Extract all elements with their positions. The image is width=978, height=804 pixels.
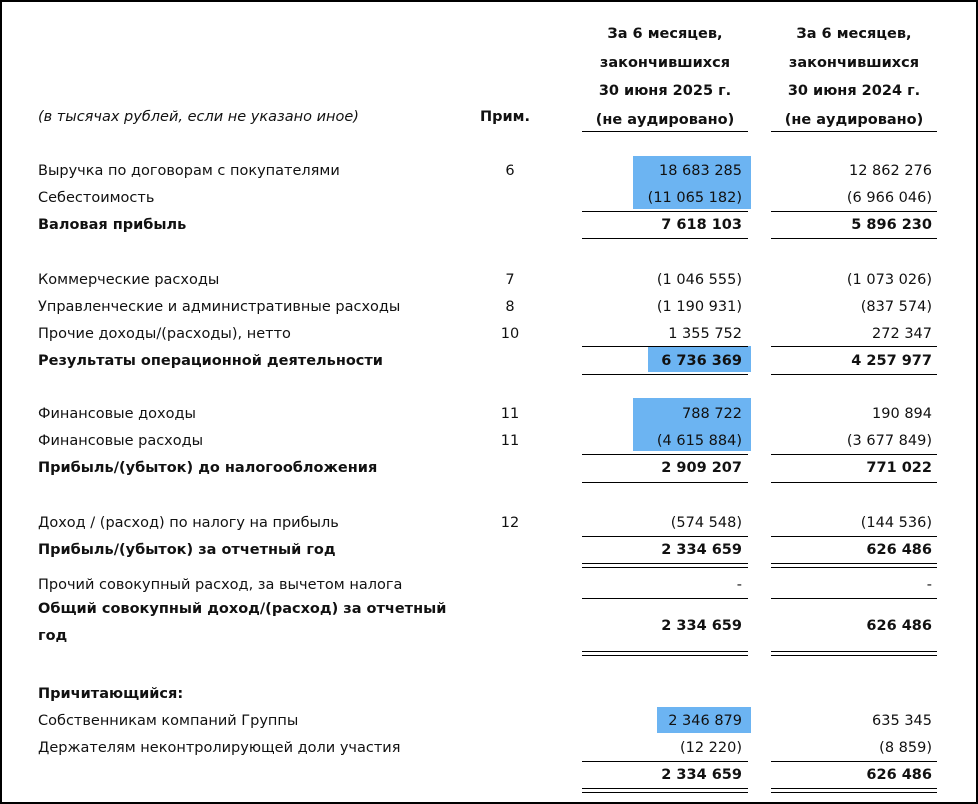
double-rule-profit-2024-a <box>771 563 937 564</box>
nci-2024: (8 859) <box>879 740 932 756</box>
rule-above-gross-2024 <box>771 211 937 212</box>
rule-below-operating-2024 <box>771 374 937 375</box>
row-note-revenue: 6 <box>505 163 515 179</box>
rule-above-profit-2024 <box>771 536 937 537</box>
row-label-tci-line1: Общий совокупный доход/(расход) за отчет… <box>38 601 447 617</box>
operating-2025: 6 736 369 <box>661 353 742 369</box>
selling-2025: (1 046 555) <box>656 272 742 288</box>
other-2025: 1 355 752 <box>668 326 742 342</box>
row-note-admin: 8 <box>505 299 515 315</box>
fin-costs-2025: (4 615 884) <box>656 433 742 449</box>
fin-costs-2024: (3 677 849) <box>846 433 932 449</box>
rule-above-total <box>582 761 748 762</box>
units-note: (в тысячах рублей, если не указано иное) <box>38 109 359 125</box>
profit-2024: 626 486 <box>866 542 932 558</box>
row-label-revenue: Выручка по договорам с покупателями <box>38 163 340 179</box>
owners-2025: 2 346 879 <box>668 713 742 729</box>
rule-below-pbt-2024 <box>771 482 937 483</box>
double-rule-total-2024-b <box>771 792 937 793</box>
gross-2025: 7 618 103 <box>661 217 742 233</box>
cost-2024: (6 966 046) <box>846 190 932 206</box>
row-label-attributable: Причитающийся: <box>38 686 184 702</box>
row-label-nci: Держателям неконтролирующей доли участия <box>38 740 401 756</box>
row-label-admin: Управленческие и административные расход… <box>38 299 401 315</box>
tax-2025: (574 548) <box>670 515 742 531</box>
tci-2025: 2 334 659 <box>661 618 742 634</box>
double-rule-total-2024-a <box>771 788 937 789</box>
rule-below-operating <box>582 374 748 375</box>
row-note-tax: 12 <box>500 515 520 531</box>
row-label-other: Прочие доходы/(расходы), нетто <box>38 326 291 342</box>
row-label-oci: Прочий совокупный расход, за вычетом нал… <box>38 577 403 593</box>
double-rule-total-a <box>582 788 748 789</box>
highlight-revenue-cost <box>633 156 751 209</box>
header-underline-2025 <box>582 131 748 132</box>
column-header-2024: За 6 месяцев, закончившихся 30 июня 2024… <box>784 26 924 128</box>
row-label-gross: Валовая прибыль <box>38 217 187 233</box>
row-label-owners: Собственникам компаний Группы <box>38 713 299 729</box>
oci-2024: - <box>926 577 932 593</box>
rule-above-gross <box>582 211 748 212</box>
row-label-fin-costs: Финансовые расходы <box>38 433 204 449</box>
admin-2024: (837 574) <box>860 299 932 315</box>
double-rule-tci-b <box>582 655 748 656</box>
fin-income-2025: 788 722 <box>682 406 742 422</box>
highlight-owners <box>657 707 751 733</box>
tci-2024: 626 486 <box>866 618 932 634</box>
rule-above-operating-2024 <box>771 346 937 347</box>
rule-below-pbt <box>582 482 748 483</box>
row-note-fin-costs: 11 <box>500 433 520 449</box>
row-note-fin-income: 11 <box>500 406 520 422</box>
row-label-selling: Коммерческие расходы <box>38 272 220 288</box>
rule-above-profit <box>582 536 748 537</box>
column-header-2025: За 6 месяцев, закончившихся 30 июня 2025… <box>595 26 735 128</box>
gross-2024: 5 896 230 <box>851 217 932 233</box>
owners-2024: 635 345 <box>872 713 932 729</box>
revenue-2025: 18 683 285 <box>658 163 742 179</box>
row-label-operating: Результаты операционной деятельности <box>38 353 383 369</box>
other-2024: 272 347 <box>872 326 932 342</box>
rule-below-gross <box>582 238 748 239</box>
rule-below-gross-2024 <box>771 238 937 239</box>
double-rule-tci-2024-b <box>771 655 937 656</box>
total-2024: 626 486 <box>866 767 932 783</box>
revenue-2024: 12 862 276 <box>848 163 932 179</box>
pbt-2025: 2 909 207 <box>661 460 742 476</box>
row-label-fin-income: Финансовые доходы <box>38 406 196 422</box>
rule-above-pbt <box>582 454 748 455</box>
rule-above-tci <box>582 598 748 599</box>
tax-2024: (144 536) <box>860 515 932 531</box>
double-rule-profit-a <box>582 563 748 564</box>
highlight-operating <box>648 346 751 372</box>
cost-2025: (11 065 182) <box>647 190 742 206</box>
row-label-cost: Себестоимость <box>38 190 155 206</box>
fin-income-2024: 190 894 <box>872 406 932 422</box>
row-label-pbt: Прибыль/(убыток) до налогообложения <box>38 460 378 476</box>
row-label-tax: Доход / (расход) по налогу на прибыль <box>38 515 339 531</box>
double-rule-profit-2024-b <box>771 567 937 568</box>
row-note-selling: 7 <box>505 272 515 288</box>
rule-above-tci-2024 <box>771 598 937 599</box>
double-rule-profit-b <box>582 567 748 568</box>
total-2025: 2 334 659 <box>661 767 742 783</box>
header-underline-2024 <box>771 131 937 132</box>
double-rule-total-b <box>582 792 748 793</box>
operating-2024: 4 257 977 <box>851 353 932 369</box>
note-column-header: Прим. <box>480 109 531 125</box>
double-rule-tci-2024-a <box>771 651 937 652</box>
rule-above-operating <box>582 346 748 347</box>
rule-above-pbt-2024 <box>771 454 937 455</box>
nci-2025: (12 220) <box>679 740 742 756</box>
row-note-other: 10 <box>500 326 520 342</box>
admin-2025: (1 190 931) <box>656 299 742 315</box>
highlight-finance <box>633 398 751 451</box>
profit-2025: 2 334 659 <box>661 542 742 558</box>
rule-above-total-2024 <box>771 761 937 762</box>
selling-2024: (1 073 026) <box>846 272 932 288</box>
double-rule-tci-a <box>582 651 748 652</box>
row-label-tci-line2: год <box>38 628 68 644</box>
pbt-2024: 771 022 <box>866 460 932 476</box>
oci-2025: - <box>736 577 742 593</box>
row-label-profit: Прибыль/(убыток) за отчетный год <box>38 542 336 558</box>
